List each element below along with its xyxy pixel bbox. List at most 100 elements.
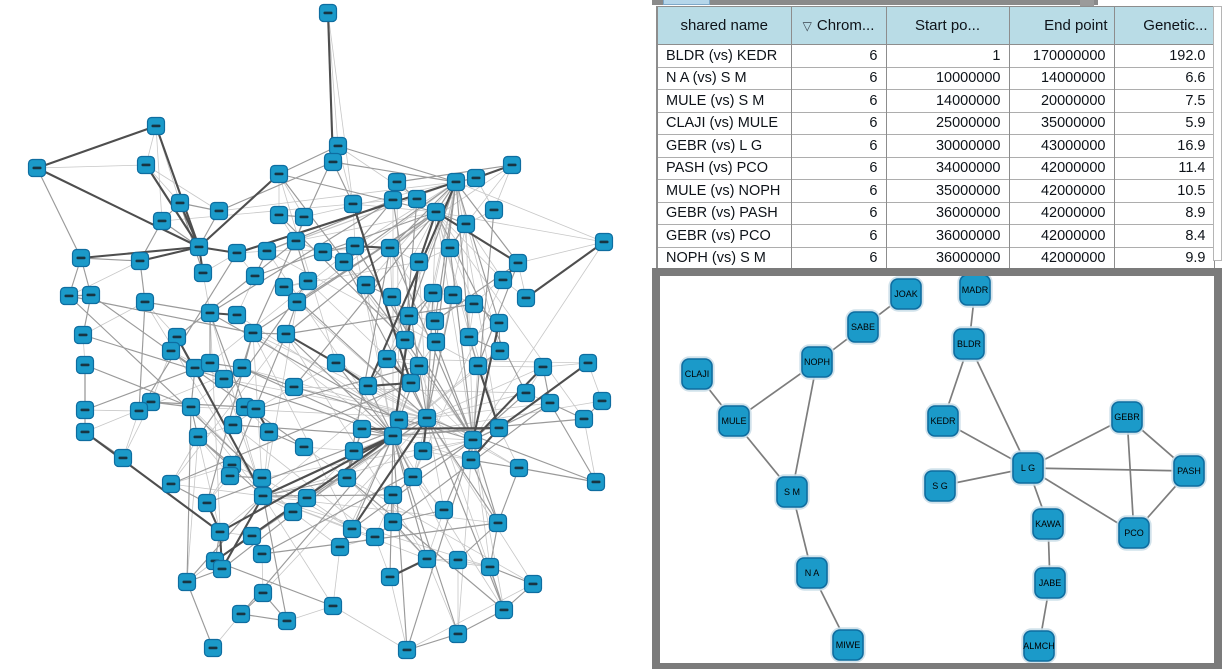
network-node[interactable] — [407, 189, 427, 209]
network-node[interactable] — [448, 624, 468, 644]
network-node-almch[interactable]: ALMCH — [1021, 628, 1057, 663]
table-cell[interactable]: 9.9 — [1114, 246, 1215, 270]
table-cell[interactable]: 36000000 — [886, 224, 1010, 247]
column-header-start-po-[interactable]: Start po... — [886, 6, 1010, 45]
table-cell[interactable]: 42000000 — [1009, 201, 1115, 225]
network-node-pco[interactable]: PCO — [1116, 515, 1152, 551]
network-node-sabe[interactable]: SABE — [845, 309, 881, 345]
network-node[interactable] — [161, 474, 181, 494]
network-node[interactable] — [464, 294, 484, 314]
table-cell[interactable]: 11.4 — [1114, 156, 1215, 180]
network-node[interactable] — [326, 353, 346, 373]
network-node[interactable] — [323, 596, 343, 616]
table-cell[interactable]: 35000000 — [886, 179, 1010, 202]
network-node[interactable] — [508, 253, 528, 273]
network-node[interactable] — [387, 172, 407, 192]
table-cell[interactable]: 20000000 — [1009, 89, 1115, 112]
network-node[interactable] — [413, 441, 433, 461]
network-node[interactable] — [380, 567, 400, 587]
network-node[interactable] — [188, 427, 208, 447]
network-node[interactable] — [269, 164, 289, 184]
table-row[interactable]: GEBR (vs) PCO 6 36000000 42000000 8.4 — [657, 224, 1215, 247]
network-node[interactable] — [328, 136, 348, 156]
network-node[interactable] — [409, 252, 429, 272]
network-node[interactable] — [488, 513, 508, 533]
network-node[interactable] — [389, 410, 409, 430]
table-row[interactable]: MULE (vs) NOPH 6 35000000 42000000 10.5 — [657, 179, 1215, 202]
network-node[interactable] — [489, 313, 509, 333]
table-cell[interactable]: 14000000 — [1009, 66, 1115, 90]
network-node[interactable] — [220, 466, 240, 486]
network-node[interactable] — [399, 306, 419, 326]
table-cell[interactable]: 30000000 — [886, 134, 1010, 157]
network-node[interactable] — [27, 158, 47, 178]
network-node[interactable] — [401, 373, 421, 393]
network-node[interactable] — [494, 600, 514, 620]
network-node[interactable] — [129, 401, 149, 421]
network-node[interactable] — [463, 430, 483, 450]
table-cell[interactable]: 170000000 — [1009, 44, 1115, 67]
network-node[interactable] — [245, 266, 265, 286]
network-node[interactable] — [75, 355, 95, 375]
network-node[interactable] — [298, 271, 318, 291]
network-node-gebr[interactable]: GEBR — [1109, 399, 1145, 435]
network-node[interactable] — [242, 526, 262, 546]
table-cell[interactable]: 6 — [791, 134, 887, 157]
network-node[interactable] — [73, 325, 93, 345]
table-cell[interactable]: 42000000 — [1009, 179, 1115, 202]
table-cell[interactable]: 6 — [791, 201, 887, 225]
network-node[interactable] — [252, 468, 272, 488]
detail-network-canvas[interactable]: CLAJI MULE NOPH SABE JOAK S M N A MIWE MADR BLDR K… — [660, 276, 1214, 663]
network-node[interactable] — [253, 486, 273, 506]
table-cell[interactable]: 36000000 — [886, 201, 1010, 225]
network-node-bldr[interactable]: BLDR — [951, 326, 987, 362]
network-node[interactable] — [200, 353, 220, 373]
table-cell[interactable]: 6 — [791, 179, 887, 202]
table-cell[interactable]: 192.0 — [1114, 44, 1215, 67]
network-node[interactable] — [594, 232, 614, 252]
network-node[interactable] — [284, 377, 304, 397]
network-node[interactable] — [344, 441, 364, 461]
network-node[interactable] — [189, 237, 209, 257]
network-node[interactable] — [227, 243, 247, 263]
network-node[interactable] — [409, 356, 429, 376]
network-node[interactable] — [243, 323, 263, 343]
table-cell[interactable]: MULE (vs) S M — [657, 89, 792, 112]
network-node[interactable] — [493, 270, 513, 290]
network-node-pash[interactable]: PASH — [1171, 453, 1207, 489]
network-node[interactable] — [212, 559, 232, 579]
network-node[interactable] — [382, 287, 402, 307]
network-node[interactable] — [434, 500, 454, 520]
network-node[interactable] — [578, 353, 598, 373]
network-node[interactable] — [294, 437, 314, 457]
column-header-shared-name[interactable]: shared name — [657, 6, 792, 45]
network-node[interactable] — [423, 283, 443, 303]
table-cell[interactable]: 36000000 — [886, 246, 1010, 270]
table-cell[interactable]: 6 — [791, 224, 887, 247]
network-node-mule[interactable]: MULE — [716, 403, 752, 439]
network-node[interactable] — [259, 422, 279, 442]
network-node[interactable] — [170, 193, 190, 213]
network-node[interactable] — [71, 248, 91, 268]
table-cell[interactable]: 10.5 — [1114, 179, 1215, 202]
network-node[interactable] — [286, 231, 306, 251]
table-cell[interactable]: 34000000 — [886, 156, 1010, 180]
network-node[interactable] — [274, 277, 294, 297]
table-row[interactable]: CLAJI (vs) MULE 6 25000000 35000000 5.9 — [657, 111, 1215, 135]
network-node[interactable] — [468, 356, 488, 376]
network-node[interactable] — [540, 393, 560, 413]
table-cell[interactable]: 7.5 — [1114, 89, 1215, 112]
network-node[interactable] — [533, 357, 553, 377]
network-node[interactable] — [223, 415, 243, 435]
table-row[interactable]: MULE (vs) S M 6 14000000 20000000 7.5 — [657, 89, 1215, 112]
overview-network-canvas[interactable] — [0, 0, 652, 669]
horizontal-scrollbar-thumb[interactable] — [663, 0, 710, 5]
network-node[interactable] — [502, 155, 522, 175]
network-node[interactable] — [75, 422, 95, 442]
table-cell[interactable]: N A (vs) S M — [657, 66, 792, 90]
network-node[interactable] — [490, 341, 510, 361]
network-node[interactable] — [276, 324, 296, 344]
table-cell[interactable]: GEBR (vs) PCO — [657, 224, 792, 247]
network-node[interactable] — [277, 611, 297, 631]
table-vertical-scrollbar[interactable] — [1213, 6, 1222, 261]
